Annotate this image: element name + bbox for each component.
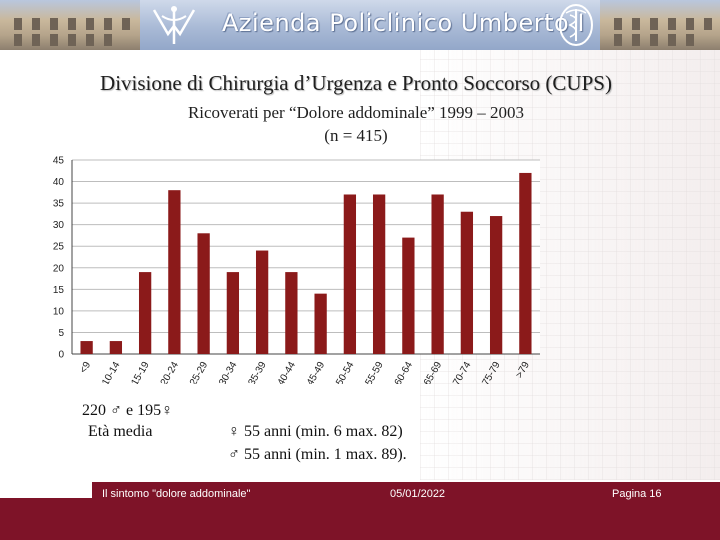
y-tick-label: 15 (53, 285, 65, 296)
x-tick-label: 40-44 (276, 360, 299, 384)
bar (372, 194, 386, 354)
x-tick-label: 65-69 (422, 360, 445, 384)
y-tick-label: 0 (58, 350, 64, 361)
building-photo-right (600, 0, 720, 50)
bar (255, 250, 269, 354)
x-tick-label: 50-54 (334, 360, 357, 384)
bar-chart: 0 5 10 15 20 25 30 35 40 45 <9 10-14 15-19 20-24 25-2… (53, 156, 540, 384)
sample-size: (n = 415) (324, 126, 388, 145)
slide-subtitle: Ricoverati per “Dolore addominale” 1999 … (187, 103, 525, 122)
y-tick-label: 40 (53, 177, 65, 188)
x-tick-label: <9 (78, 360, 93, 376)
caduceus-emblem-icon (559, 4, 593, 46)
chart-y-axis: 0 5 10 15 20 25 30 35 40 45 (53, 156, 65, 361)
bar (226, 272, 240, 354)
bar (138, 272, 152, 354)
x-tick-label: 15-19 (129, 360, 152, 384)
y-tick-label: 35 (53, 199, 65, 210)
female-age-stats: ♀ 55 anni (min. 6 max. 82) (228, 423, 403, 440)
bar (314, 293, 327, 354)
x-tick-label: 10-14 (100, 360, 123, 384)
bar (168, 190, 181, 354)
bar (489, 216, 503, 354)
footer-band (0, 498, 720, 540)
x-tick-label: 35-39 (246, 360, 269, 384)
footer-page-number: Pagina 16 (612, 488, 662, 500)
bar (343, 194, 357, 354)
age-label: Età media (88, 423, 153, 440)
y-tick-label: 25 (53, 242, 65, 253)
footer-date: 05/01/2022 (390, 488, 446, 500)
gender-count: 220 ♂ e 195♀ (82, 402, 174, 419)
header-banner: Azienda Policlinico Umberto I (0, 0, 720, 50)
x-tick-label: 55-59 (363, 360, 386, 384)
bar (109, 341, 123, 354)
university-emblem-icon (152, 6, 196, 44)
y-tick-label: 10 (53, 306, 65, 317)
bar (285, 272, 298, 354)
footer-strip (0, 482, 720, 498)
x-tick-label: 60-64 (393, 360, 416, 384)
bar (402, 237, 415, 354)
header-title: Azienda Policlinico Umberto I (222, 9, 585, 37)
bar (431, 194, 444, 354)
bar (519, 172, 532, 354)
x-tick-label: 70-74 (451, 360, 474, 384)
bar (80, 341, 93, 354)
slide-title: Divisione di Chirurgia d’Urgenza e Pront… (100, 71, 612, 95)
x-tick-label: 20-24 (159, 360, 182, 384)
x-tick-label: 30-34 (217, 360, 240, 384)
y-tick-label: 5 (58, 328, 64, 339)
y-tick-label: 30 (53, 220, 65, 231)
bar (460, 211, 474, 354)
chart-x-axis: <9 10-14 15-19 20-24 25-29 30-34 35-39 40-44 45-… (78, 360, 532, 384)
y-tick-label: 20 (53, 263, 65, 274)
male-age-stats: ♂ 55 anni (min. 1 max. 89). (228, 446, 407, 463)
x-tick-label: 45-49 (305, 360, 328, 384)
bar (197, 233, 210, 354)
footer-white-tab (0, 480, 92, 498)
chart-bars (80, 172, 532, 354)
x-tick-label: >79 (514, 360, 532, 381)
building-photo-left (0, 0, 140, 50)
y-tick-label: 45 (53, 156, 65, 167)
x-tick-label: 75-79 (480, 360, 503, 384)
x-tick-label: 25-29 (188, 360, 211, 384)
footer-topic: Il sintomo "dolore addominale" (102, 488, 251, 500)
